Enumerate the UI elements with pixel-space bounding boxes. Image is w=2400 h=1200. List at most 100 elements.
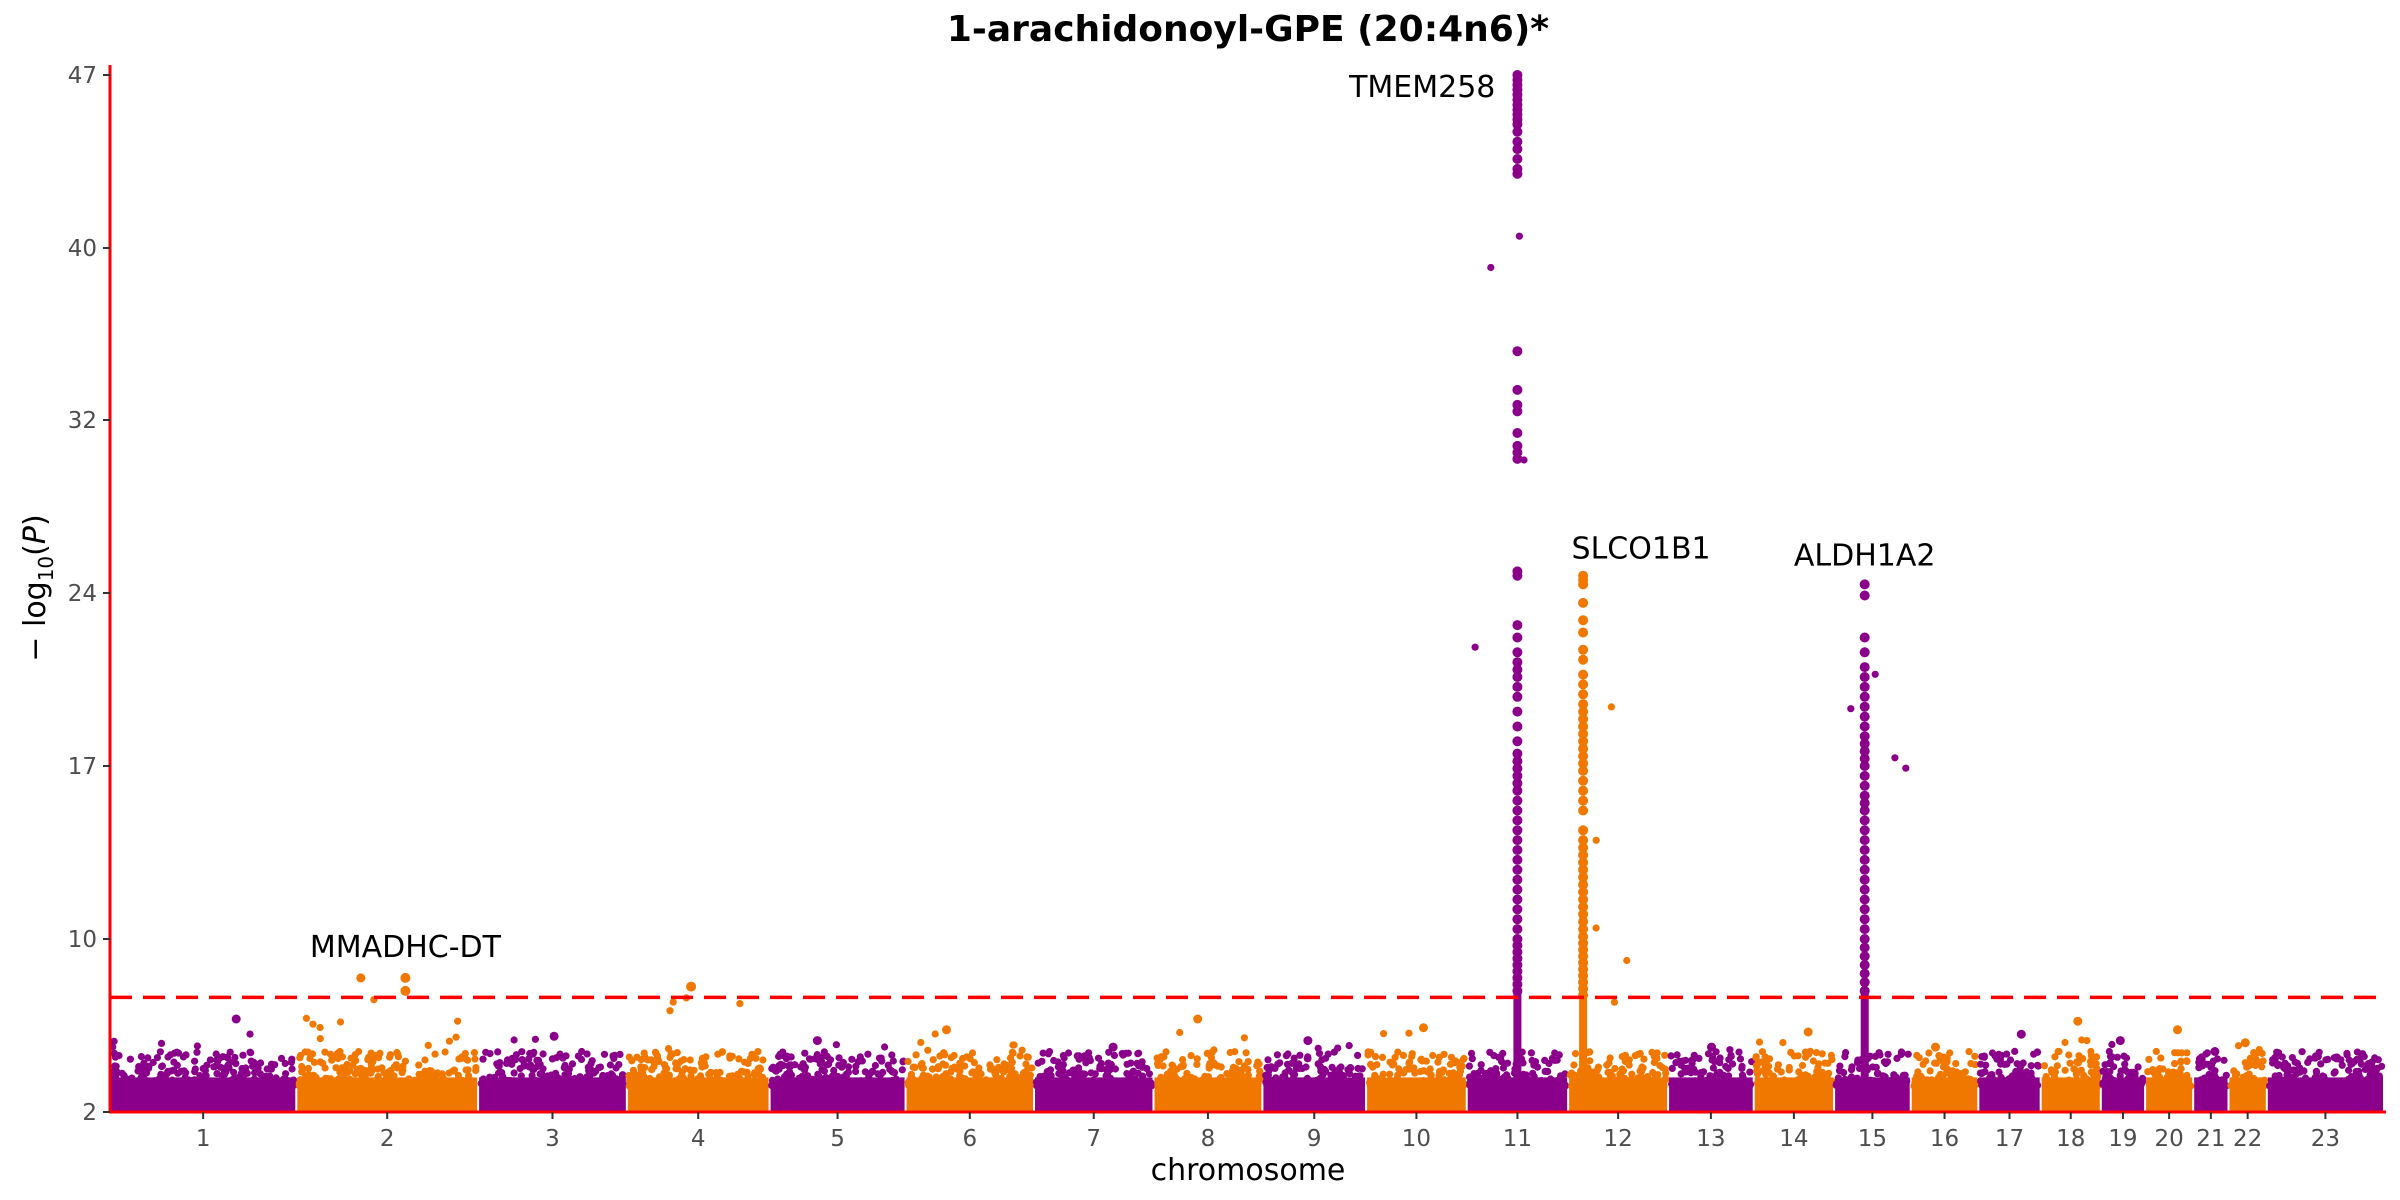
data-point xyxy=(1853,1059,1862,1067)
data-point xyxy=(374,1065,382,1073)
data-point xyxy=(2211,1072,2219,1080)
data-point xyxy=(484,1082,492,1090)
data-point xyxy=(1077,1078,1086,1086)
data-point xyxy=(1798,1061,1807,1070)
data-point xyxy=(477,1079,485,1088)
data-point xyxy=(1075,1055,1083,1063)
data-point xyxy=(918,1064,927,1072)
peak-point xyxy=(1859,731,1870,742)
data-point xyxy=(1391,1053,1399,1061)
data-point xyxy=(1426,1082,1434,1090)
peak-point xyxy=(1578,644,1589,655)
data-point xyxy=(1216,1075,1224,1083)
data-point xyxy=(1936,1052,1944,1060)
data-point xyxy=(2093,1074,2101,1083)
data-point xyxy=(1059,1067,1067,1075)
x-tick-label: 17 xyxy=(1995,1126,2024,1152)
data-point xyxy=(889,1057,897,1065)
data-point xyxy=(2240,1038,2250,1048)
data-point xyxy=(1762,1081,1770,1089)
data-point xyxy=(2079,1080,2087,1088)
peak-point xyxy=(1859,647,1870,658)
peak-point xyxy=(1578,842,1589,853)
data-point xyxy=(2176,1070,2184,1078)
data-point xyxy=(651,1048,660,1056)
data-point xyxy=(471,1055,479,1063)
data-point xyxy=(1954,1076,1963,1084)
data-point xyxy=(587,1066,595,1074)
data-point xyxy=(728,1072,736,1080)
y-tick-label: 40 xyxy=(68,236,97,262)
data-point xyxy=(112,1062,120,1070)
data-point xyxy=(1354,1051,1362,1059)
peak-point xyxy=(1578,805,1589,816)
peak-point xyxy=(1578,864,1589,875)
chromosome-points-5 xyxy=(768,1036,907,1112)
data-point xyxy=(1244,1071,1252,1079)
data-point xyxy=(2317,1060,2325,1068)
data-point xyxy=(2369,1078,2377,1086)
data-point xyxy=(1773,1065,1782,1073)
data-point xyxy=(886,1065,894,1074)
data-point xyxy=(821,1080,829,1088)
peak-point xyxy=(1578,714,1589,724)
data-point xyxy=(2295,1067,2303,1075)
data-point xyxy=(2073,1016,2083,1026)
data-point xyxy=(1254,1080,1262,1088)
peak-point xyxy=(1859,942,1870,953)
data-point xyxy=(2277,1080,2285,1088)
data-point xyxy=(664,1045,673,1053)
data-point xyxy=(673,1049,681,1057)
data-point xyxy=(164,1053,172,1061)
data-point xyxy=(2361,1065,2369,1074)
chromosome-points-21 xyxy=(2194,1047,2230,1112)
data-point xyxy=(582,1082,590,1090)
data-point xyxy=(1626,1081,1634,1089)
data-point xyxy=(2222,1071,2230,1079)
peak-point xyxy=(1859,884,1870,895)
data-point xyxy=(801,1049,809,1057)
peak-point xyxy=(1512,406,1523,417)
data-point xyxy=(735,1055,743,1063)
data-point xyxy=(1545,1059,1553,1067)
peak-point xyxy=(1859,874,1870,885)
data-point xyxy=(972,1081,980,1090)
data-point xyxy=(858,1082,866,1090)
data-point xyxy=(542,1082,550,1090)
data-point xyxy=(2177,1057,2185,1065)
data-point xyxy=(157,1070,165,1078)
data-point xyxy=(347,1054,355,1062)
peak-point xyxy=(1859,753,1870,764)
data-point xyxy=(1901,1071,1909,1079)
data-point xyxy=(1815,1071,1823,1079)
data-point xyxy=(1364,1051,1372,1059)
data-point xyxy=(2368,1063,2376,1071)
data-point xyxy=(156,1048,164,1056)
data-point xyxy=(533,1062,541,1071)
y-ticks: 2 10 17 24 32 40 47 xyxy=(68,63,110,1126)
data-point xyxy=(1618,1053,1626,1061)
peak-point xyxy=(1512,795,1523,806)
data-point xyxy=(1995,1068,2003,1076)
data-point xyxy=(2341,1079,2349,1087)
data-point xyxy=(1656,1062,1664,1070)
data-point xyxy=(1785,1063,1793,1072)
data-point xyxy=(493,1078,501,1086)
data-point xyxy=(2020,1082,2028,1090)
data-point xyxy=(744,1072,752,1080)
data-point xyxy=(323,1081,332,1089)
data-point xyxy=(390,1072,398,1080)
data-point xyxy=(965,1081,973,1089)
data-point xyxy=(2110,1063,2118,1071)
data-point xyxy=(837,1074,845,1082)
data-point xyxy=(1824,1059,1832,1067)
data-point xyxy=(503,1056,512,1064)
data-point xyxy=(2357,1060,2366,1068)
data-point xyxy=(1648,1081,1656,1089)
peak-point xyxy=(1512,785,1523,796)
data-point xyxy=(1714,1070,1723,1078)
data-point xyxy=(2245,1062,2253,1070)
data-point xyxy=(1304,1055,1312,1063)
data-point xyxy=(1818,1050,1826,1058)
data-point xyxy=(1434,1058,1442,1066)
